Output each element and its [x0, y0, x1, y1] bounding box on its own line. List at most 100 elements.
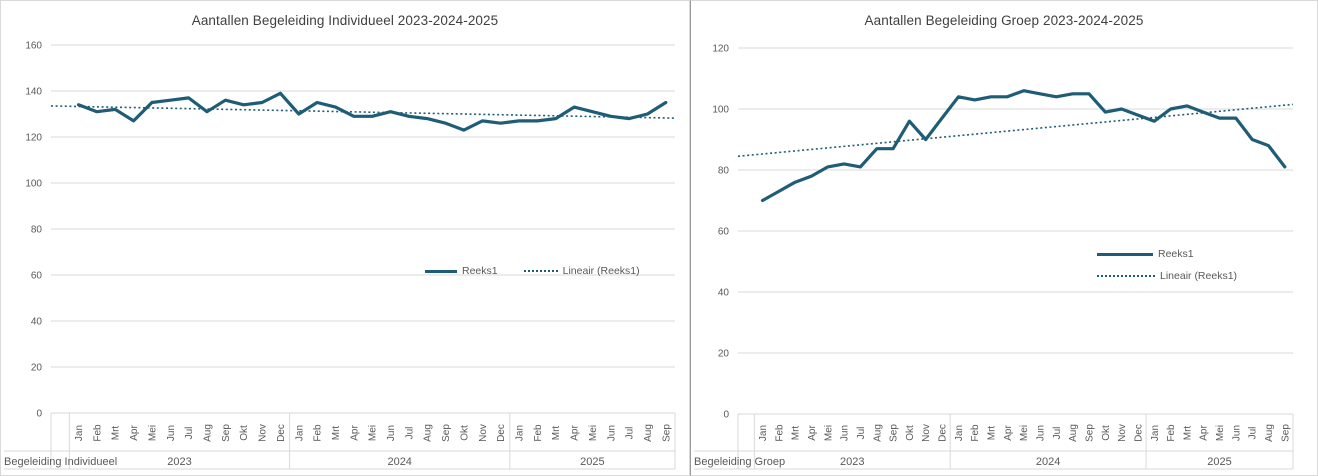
- chart-title-groep: Aantallen Begeleiding Groep 2023-2024-20…: [864, 13, 1144, 28]
- x-month-label: Dec: [496, 424, 507, 442]
- x-month-label: Nov: [478, 424, 489, 442]
- x-month-label: Mrt: [987, 426, 998, 441]
- x-month-label: Okt: [239, 425, 250, 441]
- chart-svg: 0 20 40 60 80 100 120 Jan Feb Mrt Apr Mei Jun Jul Aug S…: [694, 44, 1294, 470]
- x-month-label: Jan: [515, 425, 526, 441]
- x-month-label: Mei: [1019, 425, 1030, 441]
- x-month-label: Aug: [423, 424, 434, 442]
- x-month-label: Mrt: [111, 426, 122, 441]
- x-month-label: Jun: [840, 425, 851, 441]
- x-year-label: 2023: [840, 456, 864, 468]
- chart-title-individueel: Aantallen Begeleiding Individueel 2023-2…: [191, 13, 499, 28]
- x-month-label: Sep: [441, 424, 452, 442]
- x-month-label: Apr: [349, 425, 360, 441]
- legend-series-label: Reeks1: [1158, 248, 1194, 260]
- chart-panel-individueel: Aantallen Begeleiding Individueel 2023-2…: [0, 0, 690, 476]
- y-tick-label: 60: [718, 227, 730, 238]
- x-month-label: Mei: [147, 425, 158, 441]
- x-month-label: Mei: [1215, 425, 1226, 441]
- x-year-label: 2025: [580, 456, 604, 468]
- x-month-label: Aug: [643, 424, 654, 442]
- x-year-label: 2023: [167, 456, 191, 468]
- legend-trend-label: Lineair (Reeks1): [562, 265, 640, 277]
- x-month-label: Dec: [276, 424, 287, 442]
- y-tick-label: 40: [31, 317, 43, 328]
- x-month-label: Jul: [1052, 427, 1063, 440]
- y-tick-label: 80: [31, 225, 43, 236]
- y-tick-label: 0: [36, 409, 42, 420]
- x-month-label: Feb: [970, 424, 981, 442]
- x-month-label: Aug: [1264, 424, 1275, 442]
- x-month-label: Mei: [368, 425, 379, 441]
- y-tick-label: 40: [718, 288, 730, 299]
- x-month-label: Mrt: [551, 426, 562, 441]
- legend-item-trend: Lineair (Reeks1): [523, 265, 640, 277]
- x-month-label: Aug: [872, 424, 883, 442]
- x-month-label: Sep: [661, 424, 672, 442]
- x-month-label: Jul: [625, 427, 636, 440]
- legend-item-trend: Lineair (Reeks1): [1097, 270, 1237, 282]
- x-month-label: Jun: [1231, 425, 1242, 441]
- chart-svg: 0 20 40 60 80 100 120 140 160 Jan Feb Mrt Apr Mei Jun J…: [4, 41, 676, 470]
- legend-series-label: Reeks1: [462, 265, 498, 277]
- series-line: [76, 91, 668, 132]
- series-line: [760, 89, 1287, 203]
- x-year-label: 2024: [1036, 456, 1060, 468]
- series-line-swatch-icon: [1097, 252, 1153, 256]
- trend-line-swatch-icon: [1097, 275, 1155, 277]
- trend-line-swatch-icon: [523, 270, 558, 272]
- x-month-label: Feb: [1166, 424, 1177, 442]
- x-month-label: Jun: [1035, 425, 1046, 441]
- x-month-label: Dec: [938, 424, 949, 442]
- x-month-label: Jun: [606, 425, 617, 441]
- chart-panel-groep: Aantallen Begeleiding Groep 2023-2024-20…: [690, 0, 1318, 476]
- x-month-label: Mrt: [1182, 426, 1193, 441]
- legend-item-series: Reeks1: [425, 265, 498, 277]
- x-month-label: Mrt: [791, 426, 802, 441]
- x-month-label: Jul: [184, 427, 195, 440]
- x-month-label: Feb: [533, 424, 544, 442]
- x-month-label: Apr: [807, 425, 818, 441]
- legend-trend-label: Lineair (Reeks1): [1160, 270, 1238, 282]
- x-month-label: Nov: [921, 424, 932, 442]
- x-month-label: Jan: [758, 425, 769, 441]
- x-month-label: Mei: [588, 425, 599, 441]
- x-month-label: Feb: [313, 424, 324, 442]
- x-month-label: Nov: [1117, 424, 1128, 442]
- x-month-label: Jan: [1150, 425, 1161, 441]
- x-month-label: Sep: [221, 424, 232, 442]
- series-line-swatch-icon: [425, 269, 457, 273]
- x-month-label: Apr: [1003, 425, 1014, 441]
- x-month-label: Okt: [459, 425, 470, 441]
- y-tick-label: 120: [25, 133, 42, 144]
- x-month-label: Feb: [92, 424, 103, 442]
- x-month-label: Jan: [74, 425, 85, 441]
- legend-individueel: Reeks1 Lineair (Reeks1): [425, 265, 640, 277]
- x-month-label: Sep: [889, 424, 900, 442]
- y-tick-label: 0: [723, 410, 729, 421]
- x-month-label: Aug: [1068, 424, 1079, 442]
- y-tick-label: 100: [25, 179, 42, 190]
- x-month-label: Mrt: [331, 426, 342, 441]
- x-month-label: Sep: [1280, 424, 1291, 442]
- axis-row-label: Begeleiding Groep: [694, 456, 785, 468]
- x-month-label: Feb: [774, 424, 785, 442]
- y-tick-label: 100: [712, 105, 729, 116]
- x-month-label: Mei: [823, 425, 834, 441]
- x-month-label: Aug: [203, 424, 214, 442]
- y-tick-label: 80: [718, 166, 730, 177]
- x-month-label: Jun: [386, 425, 397, 441]
- trend-line: [50, 105, 676, 119]
- y-tick-label: 120: [712, 44, 729, 55]
- y-tick-label: 20: [718, 349, 730, 360]
- x-month-label: Jul: [404, 427, 415, 440]
- y-tick-label: 60: [31, 271, 43, 282]
- x-month-label: Jan: [954, 425, 965, 441]
- x-month-label: Nov: [258, 424, 269, 442]
- x-month-label: Sep: [1084, 424, 1095, 442]
- y-tick-label: 140: [25, 87, 42, 98]
- y-tick-label: 20: [31, 363, 43, 374]
- x-month-label: Jul: [1248, 427, 1259, 440]
- x-month-label: Apr: [129, 425, 140, 441]
- x-month-label: Jan: [294, 425, 305, 441]
